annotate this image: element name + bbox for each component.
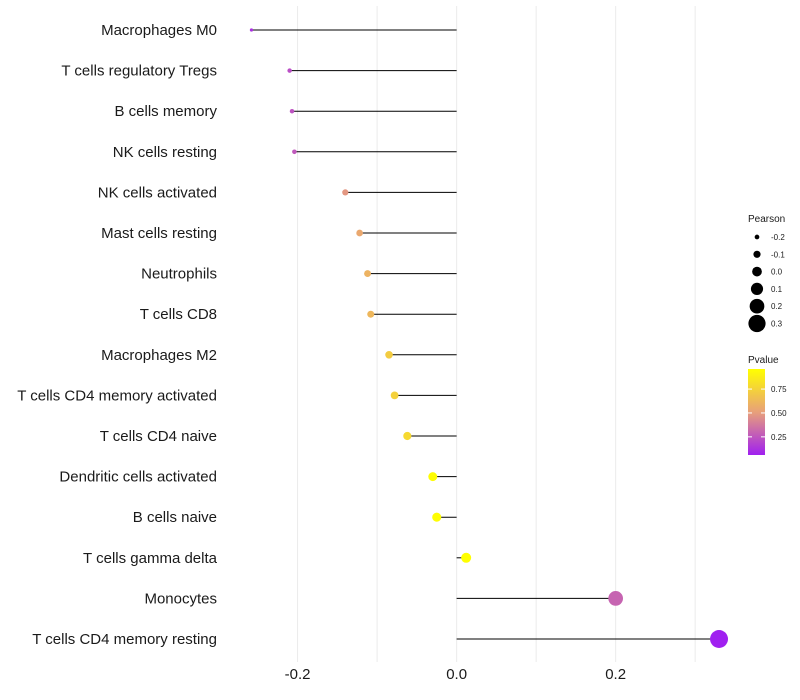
data-point [249, 28, 254, 32]
x-axis-tick-labels: -0.2 0.0 0.2 [285, 666, 626, 683]
y-tick-label: NK cells resting [113, 144, 217, 161]
y-tick-label: Dendritic cells activated [59, 469, 217, 486]
pearson-legend-title: Pearson [748, 214, 785, 225]
point-layer [249, 28, 729, 648]
grid-layer [297, 6, 696, 662]
data-point [403, 431, 412, 441]
y-tick-label: NK cells activated [98, 184, 217, 201]
size-legend-key [754, 234, 760, 240]
data-point [287, 68, 292, 73]
size-legend-label: 0.1 [771, 285, 783, 294]
data-point [342, 189, 349, 196]
pvalue-color-legend: Pvalue 0.75 0.50 0.25 [748, 355, 787, 455]
y-tick-label: Macrophages M2 [101, 347, 217, 364]
y-tick-label: B cells naive [133, 509, 217, 526]
y-tick-label: T cells CD8 [140, 306, 217, 323]
data-point [432, 512, 442, 522]
x-tick-label: 0.2 [605, 666, 626, 683]
data-point [710, 630, 729, 648]
y-tick-label: Mast cells resting [101, 225, 217, 242]
y-tick-label: T cells gamma delta [83, 550, 218, 567]
data-point [608, 591, 624, 606]
size-legend-label: 0.0 [771, 268, 783, 277]
data-point [390, 391, 399, 400]
y-tick-label: B cells memory [114, 103, 217, 120]
y-tick-label: T cells CD4 memory activated [17, 387, 217, 404]
y-tick-label: T cells CD4 memory resting [32, 631, 217, 648]
stem-layer [251, 29, 720, 640]
data-point [356, 229, 363, 237]
size-legend-key [749, 298, 765, 314]
pvalue-legend-title: Pvalue [748, 355, 779, 366]
y-tick-label: T cells regulatory Tregs [61, 63, 217, 80]
x-tick-label: -0.2 [285, 666, 311, 683]
size-legend-label: -0.1 [771, 250, 785, 259]
pearson-size-legend: Pearson -0.2 -0.1 0.0 0.1 0.2 0.3 [748, 214, 785, 333]
pvalue-colorbar [748, 369, 765, 455]
data-point [292, 149, 297, 155]
y-tick-label: Neutrophils [141, 266, 217, 283]
y-tick-label: Monocytes [144, 590, 217, 607]
data-point [385, 351, 393, 359]
data-point [461, 552, 472, 563]
x-tick-label: 0.0 [446, 666, 467, 683]
colorbar-label: 0.25 [771, 433, 787, 442]
data-point [367, 310, 375, 318]
y-tick-label: T cells CD4 naive [100, 428, 217, 445]
colorbar-label: 0.75 [771, 385, 787, 394]
size-legend-label: 0.2 [771, 302, 783, 311]
data-point [364, 270, 372, 278]
size-legend-label: 0.3 [771, 320, 783, 329]
y-axis-labels: Macrophages M0 T cells regulatory Tregs B … [17, 22, 217, 648]
y-tick-label: Macrophages M0 [101, 22, 217, 39]
colorbar-label: 0.50 [771, 409, 787, 418]
data-point [289, 108, 295, 114]
size-legend-key [750, 282, 764, 295]
size-legend-key [748, 314, 766, 333]
data-point [428, 472, 438, 482]
size-legend-key [753, 250, 761, 258]
size-legend-label: -0.2 [771, 233, 785, 242]
size-legend-key [752, 266, 762, 277]
